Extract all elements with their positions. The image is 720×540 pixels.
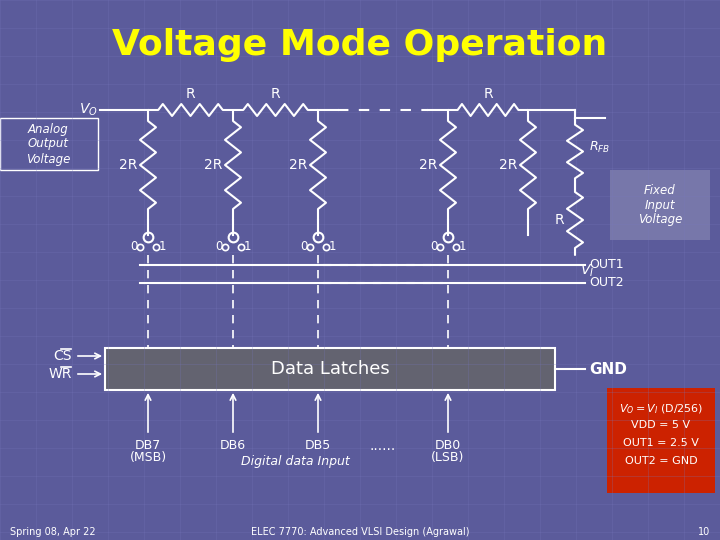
Text: R: R <box>270 87 280 101</box>
Text: ......: ...... <box>370 439 396 453</box>
Text: 2R: 2R <box>419 158 437 172</box>
Text: Fixed
Input
Voltage: Fixed Input Voltage <box>638 184 682 226</box>
Text: 0: 0 <box>215 240 222 253</box>
Text: Voltage Mode Operation: Voltage Mode Operation <box>112 28 608 62</box>
Text: GND: GND <box>589 361 627 376</box>
Text: 1: 1 <box>158 240 166 253</box>
Text: DB6: DB6 <box>220 439 246 452</box>
Text: DB5: DB5 <box>305 439 331 452</box>
Text: Analog
Output
Voltage: Analog Output Voltage <box>26 123 70 165</box>
Text: Digital data Input: Digital data Input <box>240 455 349 468</box>
Text: (LSB): (LSB) <box>431 451 464 464</box>
Text: R: R <box>185 87 195 101</box>
Text: 0: 0 <box>130 240 138 253</box>
Text: 10: 10 <box>698 527 710 537</box>
Text: 0: 0 <box>300 240 307 253</box>
Text: DB7: DB7 <box>135 439 161 452</box>
Text: CS: CS <box>53 349 72 363</box>
Text: (MSB): (MSB) <box>130 451 166 464</box>
Bar <box>610 170 710 240</box>
Text: OUT2: OUT2 <box>589 276 624 289</box>
Text: WR: WR <box>49 367 72 381</box>
Text: OUT1: OUT1 <box>589 259 624 272</box>
Text: OUT1 = 2.5 V: OUT1 = 2.5 V <box>623 438 699 448</box>
Text: Spring 08, Apr 22: Spring 08, Apr 22 <box>10 527 96 537</box>
Text: 1: 1 <box>328 240 336 253</box>
Text: 1: 1 <box>458 240 466 253</box>
Text: 2R: 2R <box>499 158 517 172</box>
Text: OUT2 = GND: OUT2 = GND <box>625 456 697 466</box>
Text: $V_O$: $V_O$ <box>79 102 98 118</box>
Text: ELEC 7770: Advanced VLSI Design (Agrawal): ELEC 7770: Advanced VLSI Design (Agrawal… <box>251 527 469 537</box>
Text: DB0: DB0 <box>435 439 461 452</box>
Text: 2R: 2R <box>289 158 307 172</box>
Text: R: R <box>483 87 492 101</box>
Text: 0: 0 <box>431 240 438 253</box>
Text: $V_I$: $V_I$ <box>580 263 594 279</box>
Bar <box>105 348 555 390</box>
Text: 1: 1 <box>243 240 251 253</box>
Text: Data Latches: Data Latches <box>271 360 390 378</box>
Text: $V_O = V_I$ (D/256): $V_O = V_I$ (D/256) <box>618 402 703 416</box>
Text: R: R <box>554 213 564 227</box>
Bar <box>0 118 98 170</box>
Text: 2R: 2R <box>204 158 222 172</box>
Text: $R_{FB}$: $R_{FB}$ <box>589 139 610 154</box>
Bar <box>607 388 715 493</box>
Text: 2R: 2R <box>119 158 138 172</box>
Text: VDD = 5 V: VDD = 5 V <box>631 420 690 430</box>
